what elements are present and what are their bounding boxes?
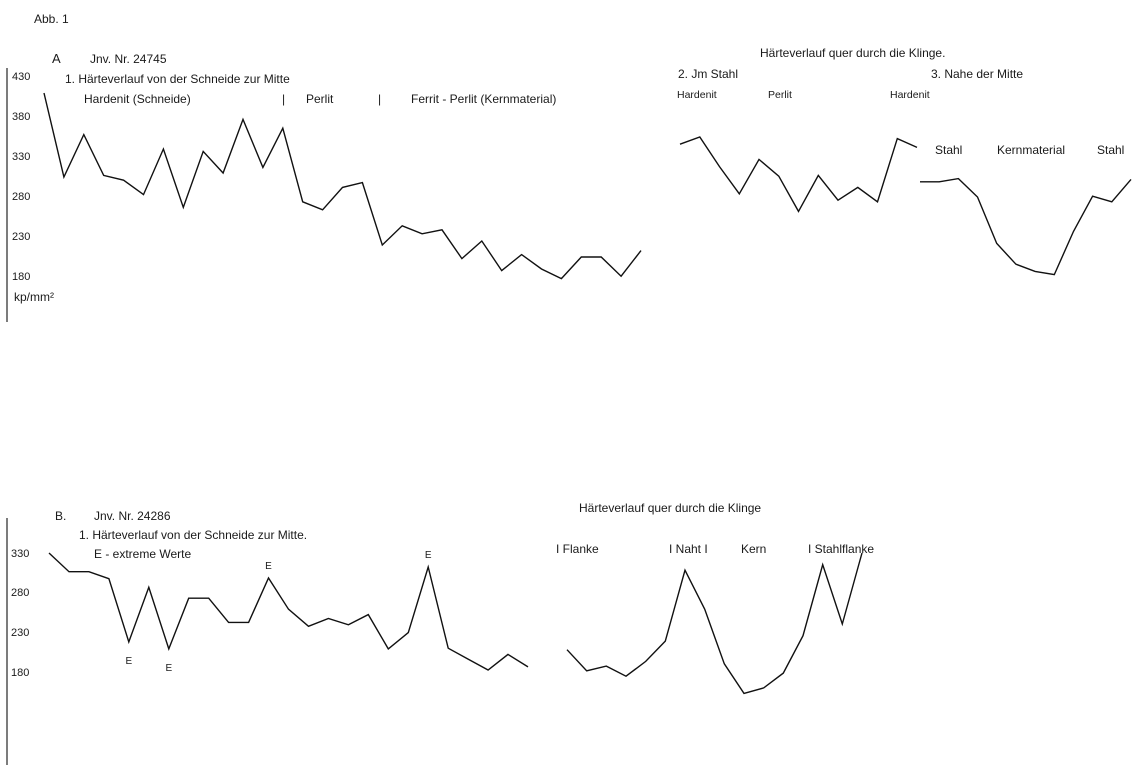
panel-a-zone-ferrit-perlit: Ferrit - Perlit (Kernmaterial) (411, 92, 556, 106)
y-tick-label: 280 (11, 587, 29, 599)
curve-a2-in-steel (679, 136, 918, 213)
panel-a-inventory: Jnv. Nr. 24745 (90, 52, 167, 66)
panel-a-zone-divider: | (282, 92, 285, 106)
panel-a2-zone-hardenit-left: Hardenit (677, 89, 717, 101)
panel-b-zone-stahlflanke: I Stahlflanke (808, 542, 874, 556)
extreme-value-label: E (125, 656, 132, 667)
panel-a-y-ticks: 430 380 330 280 230 180 (12, 71, 30, 283)
panel-a-title-3: 3. Nahe der Mitte (931, 67, 1023, 81)
y-tick-label: 180 (11, 667, 29, 679)
panel-a-tag: A (52, 51, 61, 66)
extreme-value-label: E (425, 550, 432, 561)
panel-b-right-heading: Härteverlauf quer durch die Klinge (579, 501, 761, 515)
y-tick-label: 380 (12, 111, 30, 123)
panel-b-y-ticks: 330 280 230 180 (11, 548, 29, 679)
panel-a-left-title: 1. Härteverlauf von der Schneide zur Mit… (65, 72, 290, 86)
extreme-value-markers: E E E E (125, 550, 431, 674)
extreme-value-label: E (165, 663, 172, 674)
curve-b1-edge-to-center (48, 552, 529, 671)
curve-b2-across-blade (566, 552, 863, 695)
panel-b-tag: B. (55, 509, 66, 523)
panel-a-unit-label: kp/mm² (14, 290, 54, 304)
panel-b-legend-note: E - extreme Werte (94, 547, 191, 561)
panel-a-title-2: 2. Jm Stahl (678, 67, 738, 81)
y-tick-label: 230 (12, 231, 30, 243)
panel-a2-zone-perlit: Perlit (768, 89, 792, 101)
panel-a-zone-perlit: Perlit (306, 92, 334, 106)
y-tick-label: 280 (12, 191, 30, 203)
y-tick-label: 180 (12, 271, 30, 283)
curve-a3-near-center (920, 177, 1132, 276)
figure-label: Abb. 1 (34, 12, 69, 26)
y-tick-label: 330 (12, 151, 30, 163)
panel-b: B. Jnv. Nr. 24286 1. Härteverlauf von de… (6, 501, 874, 765)
curve-a1-edge-to-center (43, 92, 642, 280)
y-tick-label: 430 (12, 71, 30, 83)
panel-a-right-heading: Härteverlauf quer durch die Klinge. (760, 46, 945, 60)
panel-a: A Jnv. Nr. 24745 1. Härteverlauf von der… (6, 46, 1132, 322)
extreme-value-label: E (265, 561, 272, 572)
panel-a-zone-hardenit: Hardenit (Schneide) (84, 92, 191, 106)
panel-b-zone-naht: I Naht I (669, 542, 708, 556)
panel-a3-zone-stahl-right: Stahl (1097, 143, 1124, 157)
panel-a3-zone-stahl-left: Stahl (935, 143, 962, 157)
panel-b-zone-kern: Kern (741, 542, 766, 556)
y-tick-label: 330 (11, 548, 29, 560)
panel-a3-zone-kernmaterial: Kernmaterial (997, 143, 1065, 157)
panel-b-left-title: 1. Härteverlauf von der Schneide zur Mit… (79, 528, 307, 542)
panel-a-zone-divider: | (378, 92, 381, 106)
panel-a2-zone-hardenit-right: Hardenit (890, 89, 930, 101)
y-tick-label: 230 (11, 627, 29, 639)
panel-b-inventory: Jnv. Nr. 24286 (94, 509, 171, 523)
panel-b-zone-flanke: I Flanke (556, 542, 599, 556)
